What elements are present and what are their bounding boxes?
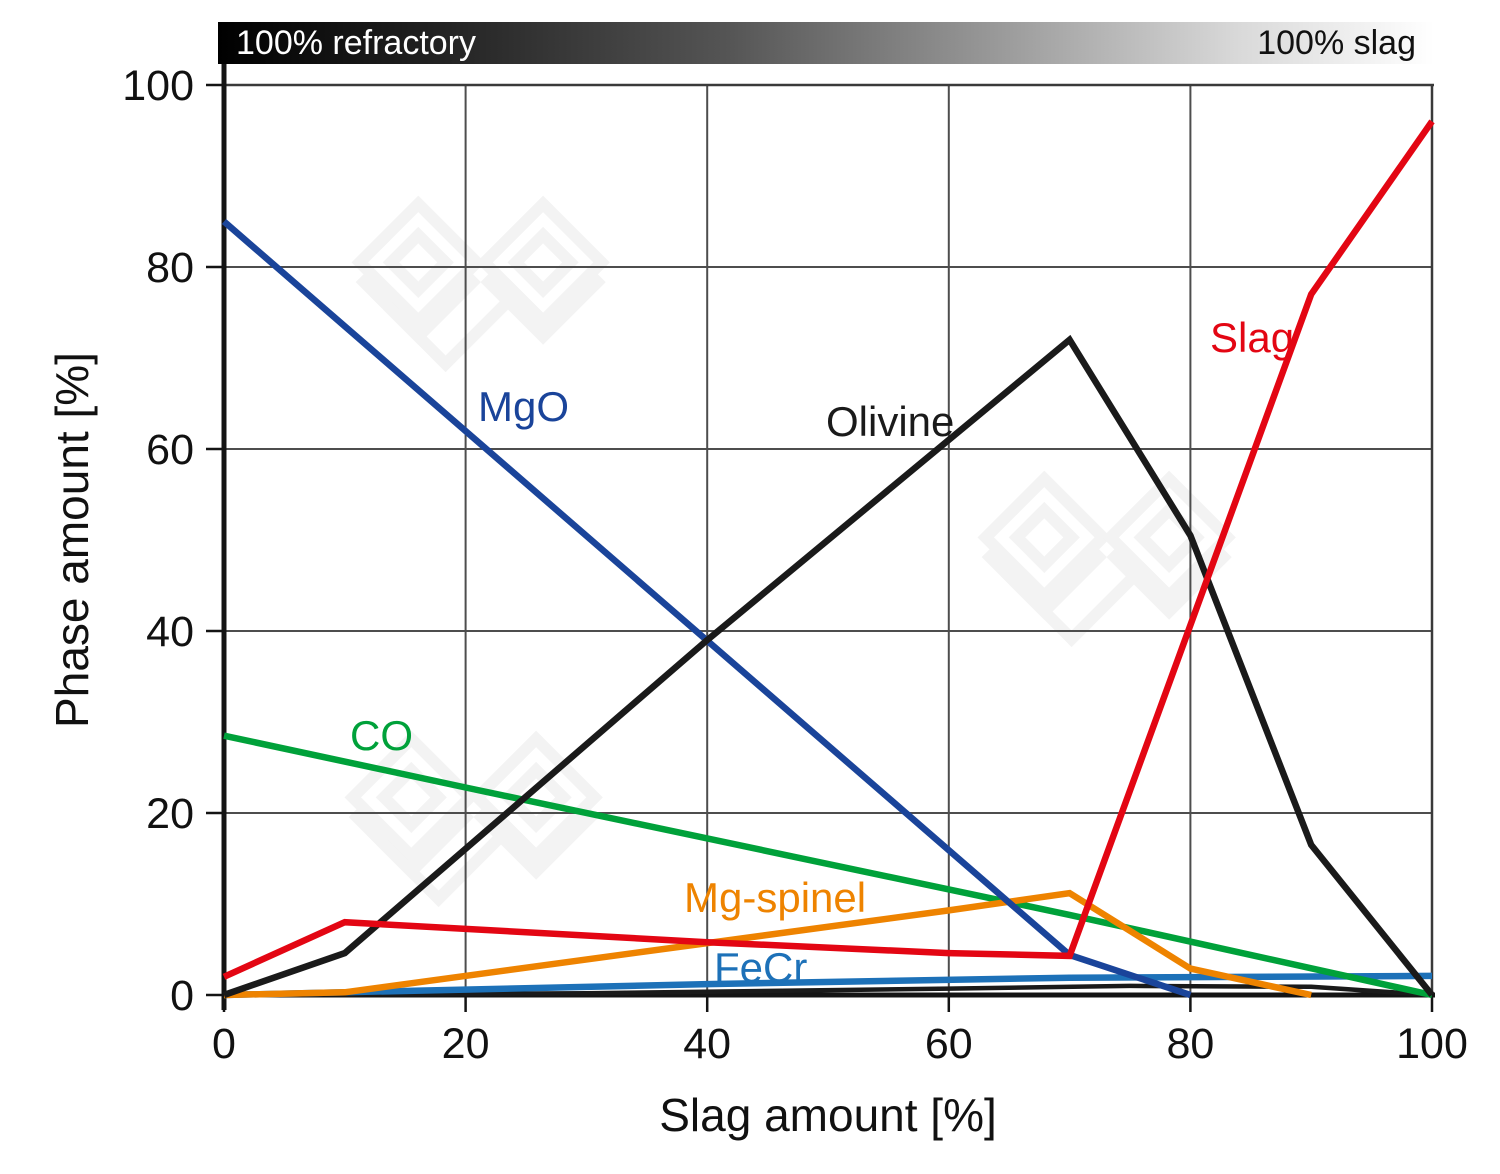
series-label-mg-spinel: Mg-spinel [684, 874, 867, 921]
series-label-mgo: MgO [478, 383, 570, 430]
watermark-logo [351, 195, 610, 373]
y-tick-label: 80 [146, 244, 194, 292]
series-label-slag: Slag [1210, 314, 1295, 361]
x-tick-label: 20 [442, 1020, 490, 1068]
series-line-FeCr [223, 972, 1433, 999]
y-tick-label: 40 [146, 608, 194, 656]
y-tick-label: 0 [170, 972, 194, 1020]
series-line-Slag [222, 119, 1435, 980]
series-label-fecr: FeCr [714, 944, 808, 991]
gradient-left-label: 100% refractory [236, 23, 476, 62]
y-tick-label: 100 [122, 62, 194, 110]
x-tick-label: 100 [1396, 1020, 1468, 1068]
x-axis-title: Slag amount [%] [659, 1089, 997, 1141]
x-tick-label: 80 [1166, 1020, 1214, 1068]
series-line-Mg-spinel [223, 889, 1312, 999]
x-tick-label: 0 [212, 1020, 236, 1068]
series-line-Olivine [222, 334, 1435, 999]
series-line-CO [223, 732, 1433, 999]
refractory-slag-gradient-bar: 100% refractory 100% slag [218, 22, 1434, 64]
y-axis-title: Phase amount [%] [46, 352, 98, 728]
x-tick-label: 60 [925, 1020, 973, 1068]
gradient-right-label: 100% slag [1257, 23, 1416, 62]
y-tick-label: 60 [146, 426, 194, 474]
series-label-olivine: Olivine [826, 398, 955, 445]
x-tick-label: 40 [683, 1020, 731, 1068]
series-label-co: CO [350, 712, 413, 759]
watermark-logo [344, 730, 603, 908]
series-line-minor-unlabeled-black [223, 983, 1433, 998]
y-tick-label: 20 [146, 790, 194, 838]
